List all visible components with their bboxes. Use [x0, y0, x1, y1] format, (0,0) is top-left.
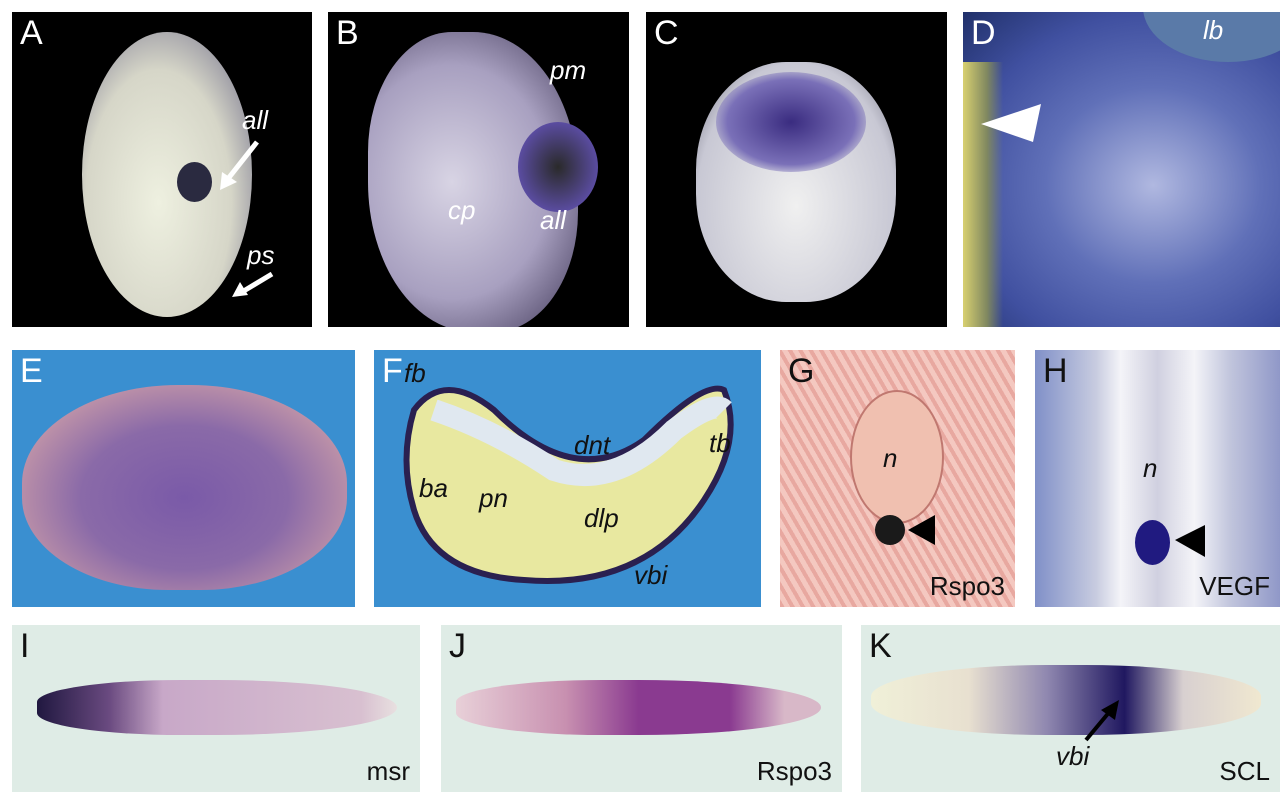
- annotation: ps: [247, 240, 275, 270]
- panel-h: H n VEGF: [1035, 350, 1280, 607]
- stain-region: [716, 72, 866, 172]
- panel-b: B pm cp all: [328, 12, 629, 327]
- panel-label: H: [1043, 352, 1068, 390]
- annotation: lb: [1203, 15, 1224, 45]
- panel-c: C: [646, 12, 947, 327]
- panel-label: I: [20, 627, 30, 665]
- embryo: [37, 680, 397, 735]
- panel-label: E: [20, 352, 43, 390]
- annotation: pn: [479, 483, 508, 513]
- panel-a: A all ps: [12, 12, 312, 327]
- annotation: tb: [709, 428, 731, 458]
- panel-label: C: [654, 14, 679, 52]
- embryo: [403, 385, 734, 584]
- annotation: pm: [550, 55, 587, 85]
- annotation: fb: [404, 358, 426, 388]
- panel-i: I msr: [12, 625, 420, 792]
- arrowhead-icon: [908, 515, 935, 545]
- panel-k: K vbi SCL: [861, 625, 1280, 792]
- annotation: vbi: [634, 560, 668, 590]
- panel-d: D lb: [963, 12, 1280, 327]
- stain-region: [518, 122, 598, 212]
- embryo: [22, 385, 347, 590]
- stain-spot: [177, 162, 212, 202]
- neural-tube: [850, 390, 944, 524]
- panel-label: F: [382, 352, 403, 390]
- annotation: dlp: [584, 503, 619, 533]
- arrow-icon: [1084, 700, 1119, 742]
- panel-e: E: [12, 350, 355, 607]
- annotation: all: [242, 105, 269, 135]
- annotation: n: [883, 443, 898, 473]
- embryo: [871, 665, 1261, 735]
- annotation: ba: [419, 473, 448, 503]
- annotation: dnt: [574, 430, 611, 460]
- gene-label: msr: [366, 756, 410, 786]
- gene-label: Rspo3: [756, 756, 832, 786]
- annotation: cp: [448, 195, 476, 225]
- panel-g: G n Rspo3: [780, 350, 1015, 607]
- gene-label: VEGF: [1199, 571, 1270, 601]
- annotation: vbi: [1056, 741, 1090, 771]
- panel-label: D: [971, 14, 996, 52]
- annotation: all: [540, 205, 567, 235]
- gene-label: Rspo3: [929, 571, 1005, 601]
- gene-label: SCL: [1219, 756, 1270, 786]
- embryo: [456, 680, 821, 735]
- panel-f: F fb dnt tb ba pn dlp vbi: [374, 350, 761, 607]
- panel-label: G: [788, 352, 815, 390]
- panel-label: K: [869, 627, 892, 665]
- arrow-icon: [220, 140, 274, 297]
- panel-label: J: [449, 627, 466, 665]
- arrowhead-icon: [1175, 525, 1205, 557]
- annotation: n: [1143, 453, 1158, 483]
- yellow-edge: [963, 62, 1003, 327]
- arrowhead-icon: [981, 104, 1041, 142]
- stain-spot: [875, 515, 905, 545]
- panel-j: J Rspo3: [441, 625, 842, 792]
- panel-label: A: [20, 14, 43, 52]
- stain-spot: [1135, 520, 1170, 565]
- panel-label: B: [336, 14, 359, 52]
